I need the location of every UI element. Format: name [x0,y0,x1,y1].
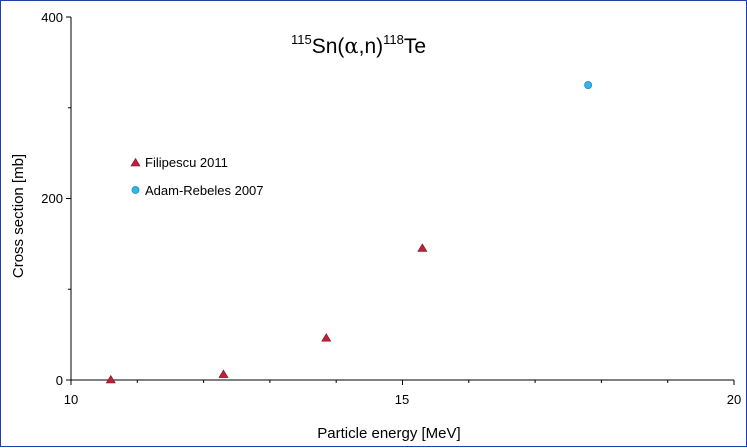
data-point-triangle [218,369,229,378]
data-points [105,81,593,384]
legend-triangle-marker [130,157,141,167]
title-alpha: α [344,34,358,58]
title-target-mass: 115 [291,32,312,47]
x-tick-label: 15 [395,392,409,407]
x-tick-label: 10 [64,392,78,407]
x-axis-ticks [70,380,735,385]
legend-circle-marker [131,186,140,194]
title-reaction: ,n) [359,35,384,58]
data-point-triangle [105,374,116,384]
x-tick-label: 20 [727,392,741,407]
x-axis-title: Particle energy [MeV] [317,425,460,442]
y-tick-label: 400 [41,10,63,25]
legend-label-adam-rebeles: Adam-Rebeles 2007 [145,183,264,198]
data-point-triangle [417,243,428,252]
legend: Filipescu 2011 Adam-Rebeles 2007 [130,155,264,198]
title-target: Sn( [312,35,345,58]
y-tick-label: 200 [41,191,63,206]
y-tick-label: 0 [56,373,63,388]
legend-label-filipescu: Filipescu 2011 [145,155,228,170]
y-axis-title: Cross section [mb] [10,154,27,278]
data-point-circle [584,81,593,89]
y-axis-ticks [66,16,71,381]
title-product-mass: 118 [383,32,404,47]
chart-title: 115Sn(α,n)118Te [291,32,426,58]
data-point-triangle [321,333,332,342]
title-product: Te [404,35,426,58]
